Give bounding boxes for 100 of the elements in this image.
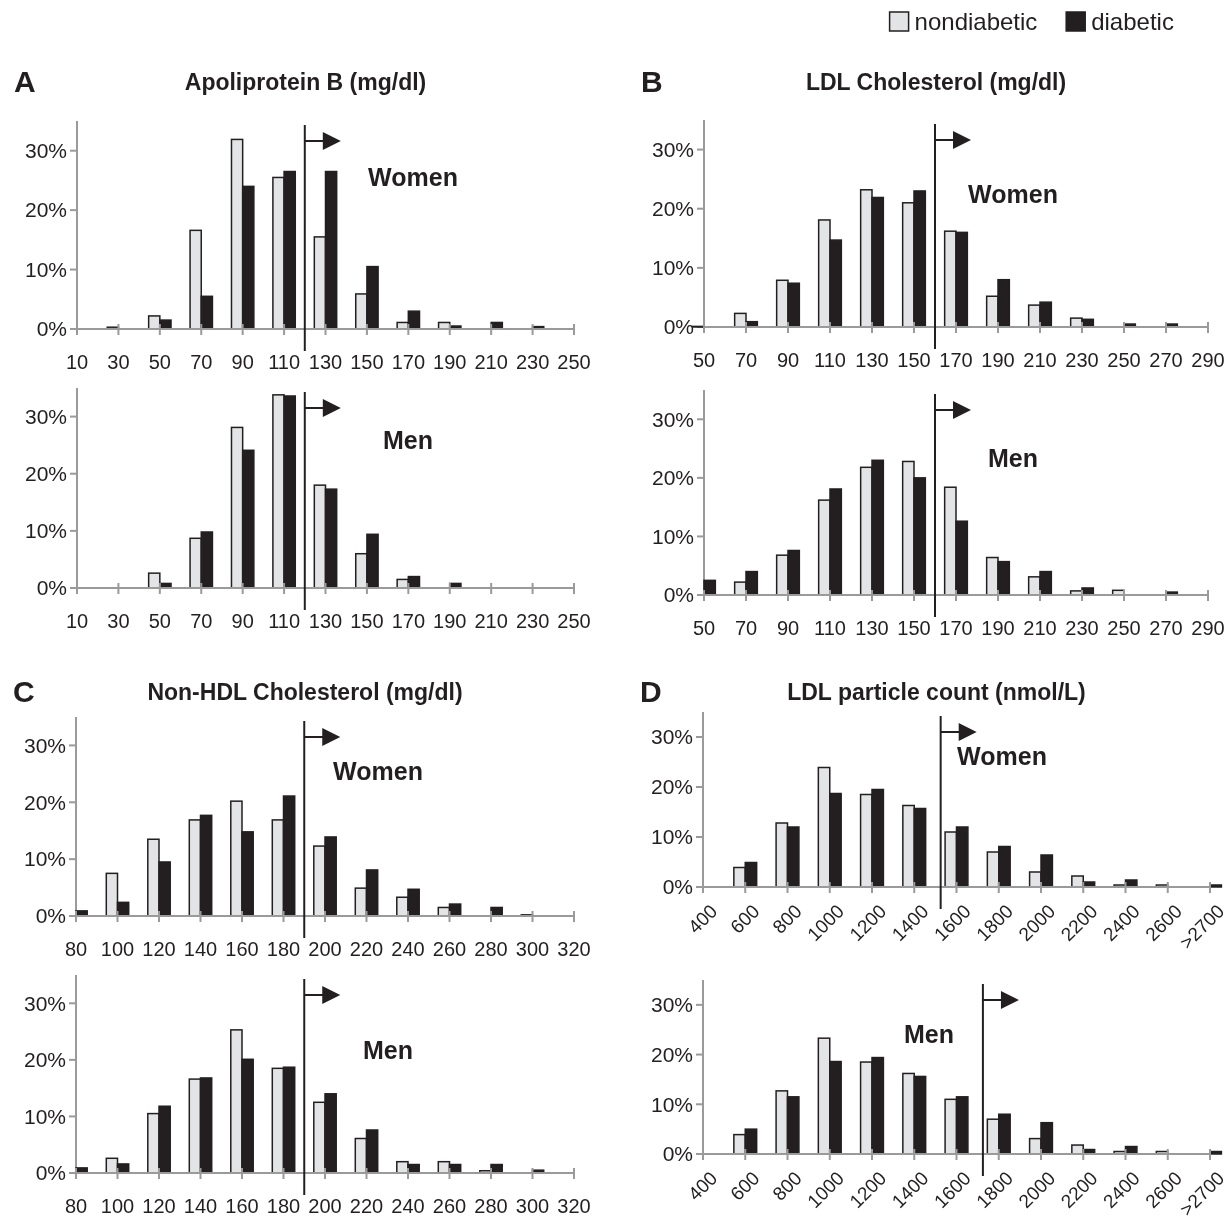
- x-tick-label: 200: [308, 938, 342, 960]
- y-tick-label: 20%: [23, 790, 66, 814]
- chart-title: Non-HDL Cholesterol (mg/dl): [147, 679, 463, 705]
- x-tick-label: 210: [474, 610, 508, 632]
- x-tick-label: 100: [100, 938, 135, 960]
- x-tick-label: 600: [726, 900, 764, 938]
- y-tick-label: 0%: [662, 1142, 693, 1166]
- x-tick-label: 270: [1149, 349, 1183, 371]
- x-tick-label: 110: [268, 610, 301, 632]
- x-tick-label: 160: [225, 1195, 259, 1217]
- y-tick-label: 30%: [651, 407, 694, 431]
- x-tick-label: 320: [557, 1195, 591, 1217]
- x-tick-label: 260: [432, 938, 467, 960]
- y-tick-label: 30%: [650, 725, 693, 749]
- y-tick-label: 20%: [651, 466, 694, 490]
- text: Women: [968, 180, 1058, 208]
- y-tick-label: 0%: [663, 315, 694, 339]
- x-tick-label: 210: [1023, 349, 1057, 371]
- x-tick-label: 230: [515, 351, 550, 373]
- x-tick-label: 130: [855, 617, 889, 639]
- text: Women: [957, 742, 1047, 770]
- text: C: [13, 675, 35, 708]
- x-tick-label: 30: [107, 610, 130, 632]
- x-tick-label: 220: [349, 938, 384, 960]
- x-tick-label: 240: [391, 938, 425, 960]
- y-tick-label: 20%: [650, 775, 693, 799]
- x-tick-label: 190: [433, 610, 467, 632]
- text: A: [14, 65, 36, 98]
- text: Women: [368, 163, 458, 191]
- x-tick-label: 70: [734, 349, 758, 371]
- x-tick-label: 110: [814, 349, 846, 371]
- y-tick-label: 10%: [24, 257, 67, 281]
- x-tick-label: 150: [897, 349, 931, 371]
- x-tick-label: 110: [268, 351, 301, 373]
- y-tick-label: 30%: [24, 139, 67, 163]
- x-tick-label: 320: [557, 938, 591, 960]
- x-tick-label: 50: [148, 351, 171, 373]
- x-tick-label: 120: [142, 938, 176, 960]
- x-tick-label: 260: [432, 1195, 467, 1217]
- x-tick-label: 290: [1191, 617, 1225, 639]
- x-tick-label: 800: [768, 1167, 806, 1205]
- x-tick-label: 30: [107, 351, 130, 373]
- text: Men: [363, 1036, 413, 1064]
- x-tick-label: 10: [65, 610, 89, 632]
- text: Men: [383, 426, 433, 454]
- y-tick-label: 0%: [35, 1161, 66, 1185]
- x-tick-label: 190: [981, 617, 1015, 639]
- x-tick-label: 110: [814, 617, 846, 639]
- x-tick-label: 100: [100, 1195, 135, 1217]
- y-tick-label: 10%: [23, 1104, 66, 1128]
- x-tick-label: 170: [939, 617, 973, 639]
- y-tick-label: 10%: [23, 847, 66, 871]
- y-tick-label: 0%: [36, 317, 67, 341]
- y-tick-label: 10%: [650, 825, 693, 849]
- x-tick-label: 250: [1107, 349, 1141, 371]
- x-tick-label: 70: [734, 617, 758, 639]
- x-tick-label: 290: [1191, 349, 1225, 371]
- x-tick-label: 190: [433, 351, 467, 373]
- x-tick-label: 130: [308, 351, 343, 373]
- x-tick-label: 250: [557, 610, 591, 632]
- x-tick-label: 70: [190, 610, 213, 632]
- text: Women: [333, 757, 423, 785]
- x-tick-label: 240: [391, 1195, 425, 1217]
- y-tick-label: 10%: [24, 519, 67, 543]
- x-tick-label: 250: [1107, 617, 1141, 639]
- x-tick-label: 80: [64, 938, 88, 960]
- y-tick-label: 10%: [651, 256, 694, 280]
- x-tick-label: 210: [1023, 617, 1057, 639]
- x-tick-label: 150: [350, 351, 384, 373]
- y-tick-label: 20%: [24, 462, 67, 486]
- x-tick-label: 400: [683, 900, 722, 938]
- chart-title: Apoliprotein B (mg/dl): [184, 69, 427, 95]
- x-tick-label: 140: [183, 1195, 218, 1217]
- y-tick-label: 0%: [36, 576, 67, 600]
- text: Men: [904, 1020, 954, 1048]
- y-tick-label: 20%: [650, 1042, 693, 1066]
- x-tick-label: 70: [190, 351, 213, 373]
- x-tick-label: 150: [350, 610, 384, 632]
- text: D: [640, 675, 662, 708]
- x-tick-label: 180: [266, 1195, 301, 1217]
- y-tick-label: 10%: [651, 524, 694, 548]
- x-tick-label: 50: [148, 610, 171, 632]
- x-tick-label: 270: [1149, 617, 1183, 639]
- x-tick-label: 170: [939, 349, 973, 371]
- x-tick-label: 300: [515, 1195, 550, 1217]
- x-tick-label: 130: [308, 610, 343, 632]
- x-tick-label: 600: [726, 1167, 764, 1205]
- legend-label: diabetic: [1091, 8, 1174, 36]
- x-tick-label: 180: [266, 938, 301, 960]
- x-tick-label: 170: [391, 610, 426, 632]
- x-tick-label: 140: [183, 938, 218, 960]
- x-tick-label: 10: [65, 351, 89, 373]
- x-tick-label: 90: [231, 351, 254, 373]
- x-tick-label: 230: [1065, 349, 1099, 371]
- y-tick-label: 20%: [24, 198, 67, 222]
- y-tick-label: 30%: [651, 137, 694, 161]
- x-tick-label: 200: [308, 1195, 342, 1217]
- x-tick-label: 280: [474, 938, 508, 960]
- x-tick-label: 220: [349, 1195, 384, 1217]
- y-tick-label: 0%: [662, 875, 693, 899]
